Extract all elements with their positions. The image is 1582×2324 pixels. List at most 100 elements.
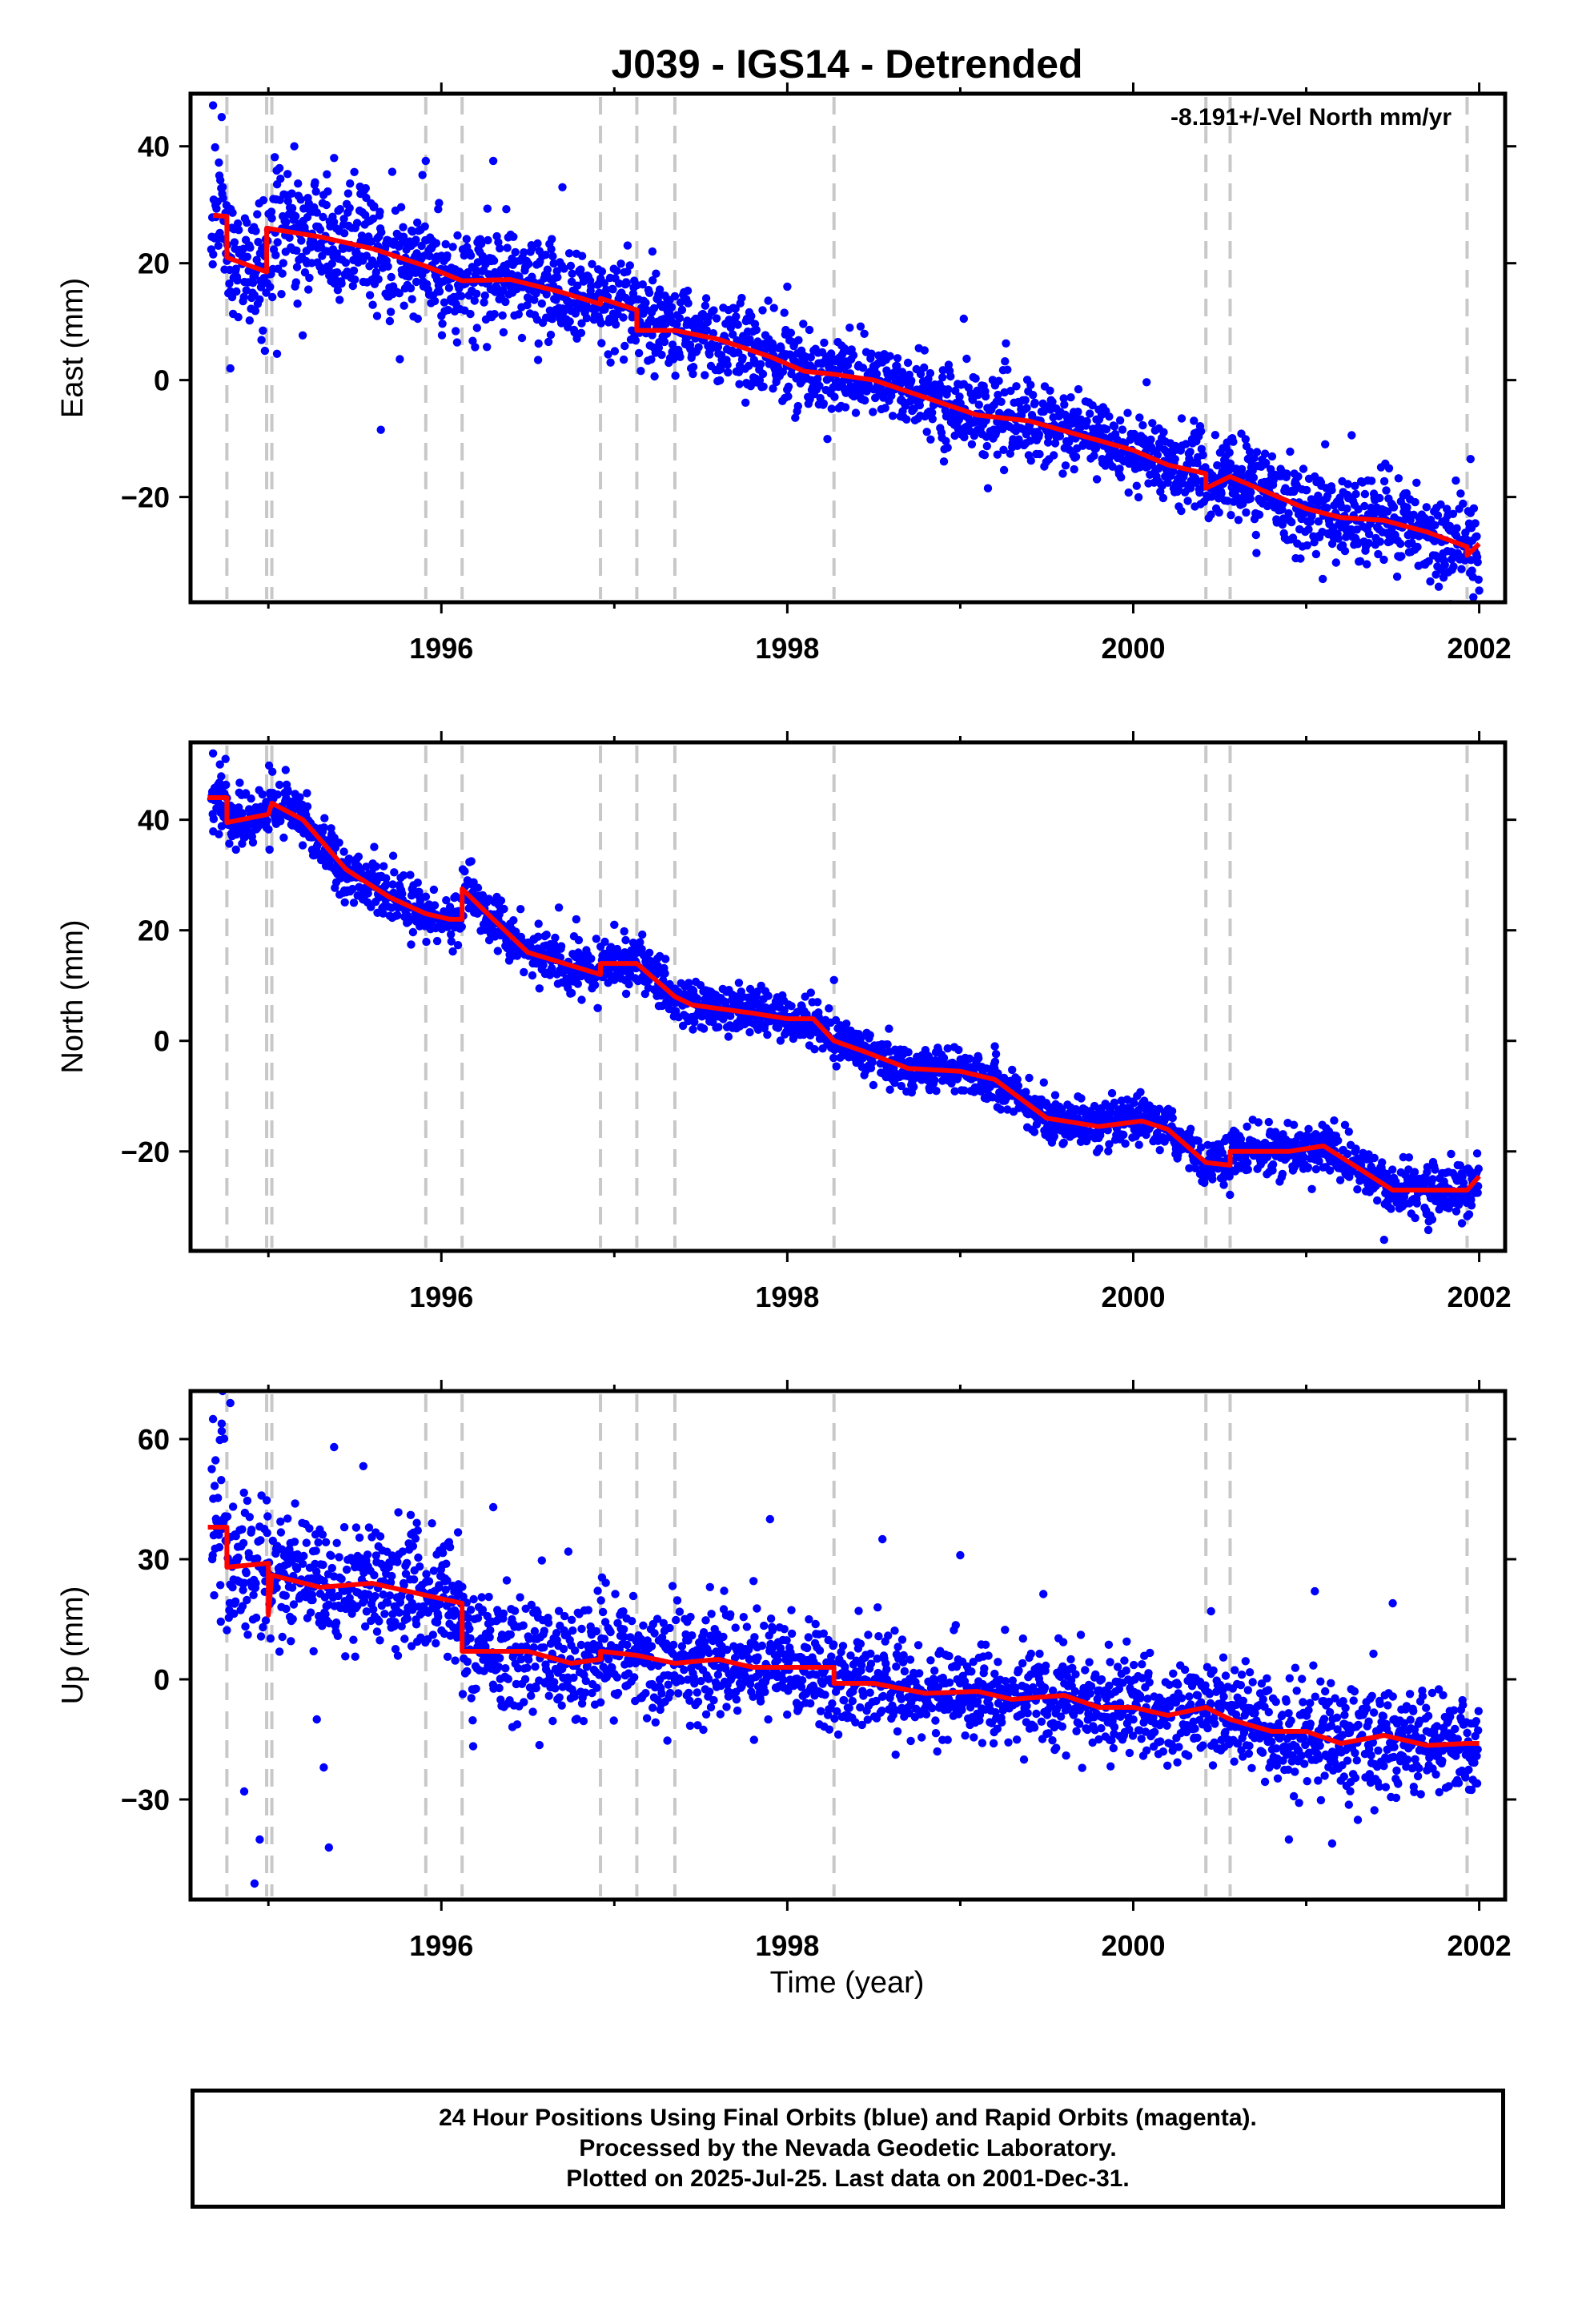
data-point	[217, 772, 226, 781]
data-point	[406, 870, 415, 879]
data-point	[1246, 494, 1255, 503]
data-point	[577, 319, 586, 328]
data-point	[577, 995, 586, 1004]
data-point	[689, 1025, 697, 1034]
data-point	[388, 851, 398, 860]
data-point	[825, 1004, 833, 1013]
data-point	[370, 202, 379, 211]
data-point	[1014, 1081, 1023, 1091]
data-point	[784, 382, 793, 391]
data-point	[413, 218, 422, 227]
data-point	[400, 301, 408, 310]
data-point	[327, 259, 336, 268]
data-point	[1334, 1136, 1343, 1145]
data-point	[339, 229, 349, 238]
data-point	[215, 760, 224, 769]
data-point	[1136, 1088, 1145, 1097]
data-point	[776, 1036, 785, 1045]
data-point	[701, 301, 710, 310]
data-point	[238, 809, 247, 818]
data-point	[348, 884, 357, 894]
data-point	[408, 295, 416, 304]
data-point	[388, 880, 397, 889]
data-point	[501, 297, 510, 307]
data-point	[1105, 412, 1114, 421]
data-point	[293, 300, 302, 308]
data-point	[370, 842, 379, 851]
data-point	[539, 960, 548, 970]
data-point	[648, 247, 657, 256]
data-point	[1208, 1175, 1217, 1184]
data-point	[418, 171, 427, 179]
data-point	[1154, 1104, 1164, 1113]
data-point	[304, 285, 313, 294]
data-point	[1050, 1091, 1060, 1100]
data-point	[1458, 1172, 1467, 1181]
data-point	[570, 328, 579, 337]
data-point	[994, 390, 1002, 400]
data-point	[1424, 557, 1433, 565]
data-point	[924, 1052, 934, 1061]
data-point	[511, 247, 520, 257]
data-point	[1397, 552, 1406, 561]
data-point	[694, 343, 703, 352]
data-point	[1223, 497, 1232, 505]
data-point	[971, 374, 980, 383]
data-point	[233, 219, 243, 228]
data-point	[234, 312, 243, 322]
data-point	[1360, 501, 1369, 511]
data-point	[1091, 444, 1101, 453]
data-point	[612, 266, 621, 275]
data-point	[297, 236, 306, 245]
data-point	[282, 218, 291, 227]
data-point	[1379, 476, 1389, 486]
data-point	[434, 205, 443, 214]
data-point	[573, 979, 582, 988]
data-point	[1142, 378, 1151, 387]
data-point	[857, 1033, 865, 1042]
data-point	[962, 354, 971, 364]
data-point	[489, 256, 499, 265]
data-point	[258, 790, 267, 799]
data-point	[806, 988, 815, 997]
data-point	[283, 787, 292, 796]
data-point	[447, 937, 456, 946]
data-point	[1389, 503, 1399, 512]
data-point	[1249, 473, 1259, 482]
data-point	[1443, 505, 1452, 513]
data-point	[1311, 549, 1321, 559]
data-point	[932, 1087, 941, 1096]
data-point	[247, 794, 255, 803]
data-point	[1252, 448, 1262, 456]
data-point	[1289, 1120, 1299, 1129]
data-point	[1473, 1188, 1482, 1197]
data-point	[488, 156, 498, 166]
data-point	[888, 412, 897, 420]
data-point	[994, 376, 1003, 385]
data-point	[566, 261, 576, 271]
data-point	[268, 292, 277, 302]
data-point	[1074, 408, 1082, 416]
data-point	[689, 363, 698, 372]
data-point	[1447, 555, 1456, 564]
data-point	[523, 300, 532, 310]
data-point	[1387, 1204, 1395, 1213]
data-point	[1474, 1182, 1483, 1191]
data-point	[1237, 464, 1247, 473]
data-point	[705, 350, 714, 359]
data-point	[473, 883, 483, 892]
data-point	[1110, 1098, 1119, 1108]
data-point	[430, 296, 440, 306]
data-point	[647, 355, 656, 364]
data-point	[1428, 1175, 1437, 1184]
data-point	[335, 838, 343, 847]
data-point	[407, 940, 416, 949]
data-point	[275, 780, 284, 790]
data-point	[1262, 458, 1271, 468]
data-point	[616, 259, 625, 268]
data-point	[361, 211, 370, 219]
data-point	[592, 935, 600, 943]
data-point	[950, 1087, 959, 1096]
data-point	[820, 338, 829, 348]
data-point	[1411, 497, 1419, 507]
